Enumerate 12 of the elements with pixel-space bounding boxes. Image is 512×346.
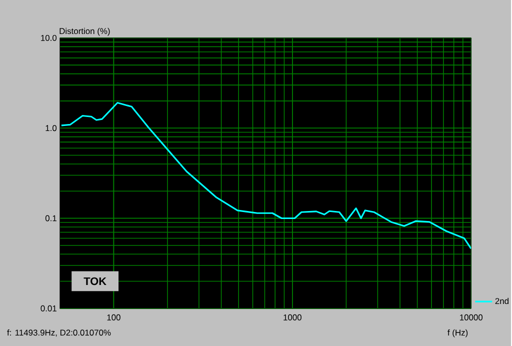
- y-axis-title: Distortion (%): [60, 28, 110, 36]
- y-tick-label: 0.01: [40, 305, 56, 312]
- x-tick-label: 10000: [460, 314, 483, 320]
- y-tick-label: 1.0: [46, 124, 57, 131]
- y-tick-label: 10.0: [41, 34, 57, 41]
- x-tick-label: 1000: [284, 314, 302, 320]
- legend-label: 2nd: [495, 298, 508, 304]
- x-tick-label: 100: [107, 314, 120, 320]
- text: f: 11493.9Hz, D2:0.01070%: [7, 329, 111, 336]
- y-tick-label: 0.1: [45, 215, 56, 222]
- x-axis-title: f (Hz): [448, 329, 468, 338]
- annotation: TOK: [84, 277, 106, 285]
